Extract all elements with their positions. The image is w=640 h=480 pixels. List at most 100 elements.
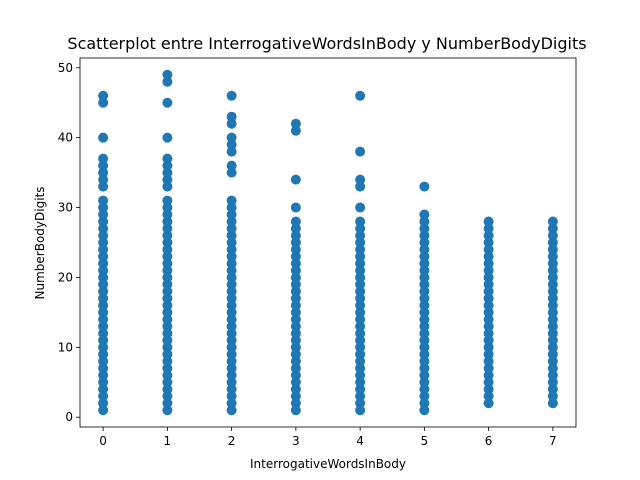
- data-point: [162, 230, 173, 241]
- data-point: [483, 328, 494, 339]
- data-point: [98, 265, 109, 276]
- data-point: [98, 97, 109, 108]
- data-point: [547, 356, 558, 367]
- data-point: [290, 286, 301, 297]
- data-point: [483, 349, 494, 360]
- data-point: [355, 174, 366, 185]
- data-point: [226, 293, 237, 304]
- data-point: [162, 272, 173, 283]
- data-point: [98, 405, 109, 416]
- data-point: [162, 384, 173, 395]
- data-point: [162, 279, 173, 290]
- data-point: [226, 146, 237, 157]
- data-point: [290, 223, 301, 234]
- data-point: [226, 167, 237, 178]
- data-point: [355, 146, 366, 157]
- data-point: [226, 307, 237, 318]
- data-point: [290, 328, 301, 339]
- chart-title: Scatterplot entre InterrogativeWordsInBo…: [67, 34, 586, 53]
- data-point: [162, 370, 173, 381]
- data-point: [162, 153, 173, 164]
- data-point: [226, 300, 237, 311]
- data-point: [547, 223, 558, 234]
- data-point: [419, 237, 430, 248]
- data-point: [355, 286, 366, 297]
- data-point: [355, 223, 366, 234]
- data-point: [226, 237, 237, 248]
- data-point: [419, 251, 430, 262]
- data-point: [226, 398, 237, 409]
- data-point: [419, 279, 430, 290]
- data-point: [355, 230, 366, 241]
- data-point: [547, 335, 558, 346]
- data-point: [162, 97, 173, 108]
- data-point: [162, 132, 173, 143]
- data-point: [419, 258, 430, 269]
- data-point: [547, 251, 558, 262]
- data-point: [98, 314, 109, 325]
- data-point: [226, 377, 237, 388]
- data-point: [162, 209, 173, 220]
- y-tick-label: 40: [58, 131, 73, 145]
- data-point: [355, 293, 366, 304]
- data-point: [98, 300, 109, 311]
- data-point: [98, 153, 109, 164]
- data-point: [290, 398, 301, 409]
- data-point: [483, 272, 494, 283]
- data-point: [547, 307, 558, 318]
- data-point: [483, 293, 494, 304]
- data-point: [419, 265, 430, 276]
- data-point: [483, 230, 494, 241]
- data-point: [483, 363, 494, 374]
- data-point: [226, 244, 237, 255]
- data-point: [290, 321, 301, 332]
- y-axis-label: NumberBodyDigits: [33, 187, 47, 300]
- data-point: [98, 384, 109, 395]
- data-point: [162, 244, 173, 255]
- data-point: [226, 223, 237, 234]
- data-point: [162, 356, 173, 367]
- data-point: [162, 76, 173, 87]
- data-point: [290, 230, 301, 241]
- data-point: [98, 356, 109, 367]
- x-axis: 0 1 2 3 4 5 6 7: [99, 427, 557, 448]
- data-point: [290, 370, 301, 381]
- data-point: [98, 377, 109, 388]
- data-point: [290, 237, 301, 248]
- data-point: [547, 293, 558, 304]
- y-tick-label: 30: [58, 201, 73, 215]
- data-point: [419, 286, 430, 297]
- data-point: [547, 391, 558, 402]
- data-point: [483, 279, 494, 290]
- data-point: [355, 279, 366, 290]
- data-point: [483, 321, 494, 332]
- data-point: [547, 216, 558, 227]
- data-point: [355, 202, 366, 213]
- data-point: [483, 258, 494, 269]
- data-point: [547, 363, 558, 374]
- data-point: [226, 216, 237, 227]
- data-point: [98, 286, 109, 297]
- x-tick-label: 3: [292, 434, 300, 448]
- data-point: [226, 314, 237, 325]
- data-point: [355, 244, 366, 255]
- data-point: [98, 349, 109, 360]
- data-point: [547, 272, 558, 283]
- data-point: [98, 335, 109, 346]
- data-point: [98, 258, 109, 269]
- data-point: [290, 384, 301, 395]
- data-point: [419, 307, 430, 318]
- data-point: [98, 328, 109, 339]
- data-point: [162, 195, 173, 206]
- data-point: [483, 237, 494, 248]
- data-point: [226, 251, 237, 262]
- data-point: [355, 216, 366, 227]
- y-tick-label: 20: [58, 270, 73, 284]
- data-point: [483, 244, 494, 255]
- data-point: [98, 181, 109, 192]
- data-point: [483, 398, 494, 409]
- data-point: [355, 405, 366, 416]
- data-point: [419, 230, 430, 241]
- data-point: [98, 237, 109, 248]
- data-point: [547, 230, 558, 241]
